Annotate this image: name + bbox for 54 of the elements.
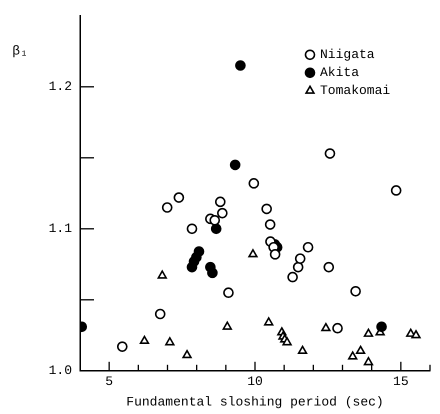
point (332, 322, 343, 334)
point (162, 202, 173, 213)
point (182, 350, 192, 358)
y-tick-label: 1.2 (48, 79, 72, 94)
point (356, 346, 366, 354)
point (194, 246, 204, 257)
legend-label: Tomakomai (320, 83, 390, 98)
point (154, 308, 166, 320)
x-axis-title: Fundamental sloshing period (sec) (126, 394, 384, 410)
y-tick-label: 1.0 (48, 363, 72, 378)
point (186, 224, 198, 234)
point (214, 196, 226, 208)
point (321, 322, 331, 332)
point (364, 356, 374, 366)
point (348, 351, 358, 360)
point (217, 208, 228, 218)
point (323, 262, 334, 272)
point (209, 214, 220, 226)
point (350, 286, 361, 297)
point (294, 253, 306, 264)
y-axis-title: β₁ (12, 44, 28, 59)
point (174, 192, 184, 203)
point (292, 262, 304, 272)
point (158, 270, 167, 279)
point (235, 60, 246, 71)
point (207, 268, 218, 278)
point (302, 242, 314, 253)
point (210, 224, 222, 234)
point (248, 178, 260, 189)
point (411, 330, 421, 338)
y-tick-label: 1.1 (48, 221, 72, 236)
x-tick-label: 5 (105, 374, 114, 390)
x-tick-label: 15 (393, 374, 409, 390)
point (282, 337, 292, 346)
point (222, 321, 232, 330)
point (364, 328, 374, 337)
point (248, 249, 258, 258)
point (376, 321, 387, 332)
point (270, 249, 280, 260)
legend-label: Akita (320, 65, 360, 80)
point (116, 341, 128, 352)
point (165, 337, 175, 346)
point (287, 272, 298, 282)
point (390, 185, 402, 196)
point (223, 287, 234, 298)
point (230, 160, 240, 170)
point (298, 346, 308, 354)
point (324, 148, 336, 159)
x-tick-label: 10 (247, 374, 263, 390)
point (140, 336, 150, 344)
point (261, 204, 272, 214)
legend-label: Niigata (320, 47, 375, 62)
point (264, 219, 276, 230)
point (264, 317, 274, 326)
